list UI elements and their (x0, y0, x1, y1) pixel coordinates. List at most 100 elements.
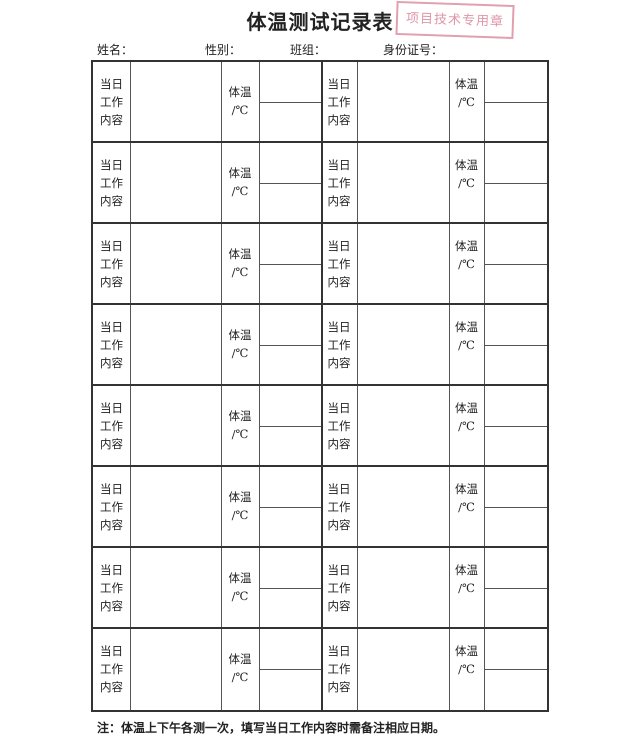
morning-temp-cell[interactable] (484, 467, 547, 546)
morning-temp-cell[interactable] (259, 467, 321, 546)
id-number-field-label: 身份证号： (383, 43, 444, 57)
morning-temp-cell[interactable] (259, 62, 321, 141)
work-content-cell[interactable] (130, 224, 221, 303)
work-content-cell[interactable] (130, 305, 221, 384)
temp-split-line (259, 668, 321, 670)
table-row: 当日 工作 内容 体温 /℃ 当日 工作 内容 体温 /℃ (93, 629, 547, 710)
work-content-cell[interactable] (357, 143, 449, 222)
table-row: 当日 工作 内容 体温 /℃ 当日 工作 内容 体温 /℃ (93, 224, 547, 305)
column-divider (221, 629, 222, 710)
work-content-label: 当日 工作 内容 (100, 157, 123, 208)
column-divider (449, 467, 450, 546)
temperature-label: 体温 /℃ (228, 246, 252, 279)
temperature-label: 体温 /℃ (228, 84, 252, 117)
work-content-cell[interactable] (357, 467, 449, 546)
column-divider (259, 629, 260, 710)
temp-split-line (484, 506, 547, 508)
temperature-label: 体温 /℃ (455, 481, 478, 514)
column-divider (357, 386, 358, 465)
work-content-label: 当日 工作 内容 (327, 76, 351, 127)
work-content-cell[interactable] (130, 386, 221, 465)
name-field-label: 姓名： (97, 43, 134, 57)
morning-temp-cell[interactable] (484, 629, 547, 710)
column-divider (221, 62, 222, 141)
work-content-cell[interactable] (357, 386, 449, 465)
morning-temp-cell[interactable] (259, 548, 321, 627)
table-row: 当日 工作 内容 体温 /℃ 当日 工作 内容 体温 /℃ (93, 386, 547, 467)
column-divider (221, 224, 222, 303)
work-content-label: 当日 工作 内容 (100, 76, 123, 127)
column-divider (321, 305, 323, 384)
gender-field-label: 性别： (205, 43, 242, 57)
work-content-cell[interactable] (130, 548, 221, 627)
column-divider (357, 467, 358, 546)
column-divider (221, 548, 222, 627)
morning-temp-cell[interactable] (484, 224, 547, 303)
morning-temp-cell[interactable] (484, 305, 547, 384)
column-divider (321, 629, 323, 710)
temp-split-line (484, 587, 547, 589)
column-divider (357, 629, 358, 710)
column-divider (484, 629, 485, 710)
temperature-label: 体温 /℃ (455, 319, 478, 352)
column-divider (130, 386, 131, 465)
temperature-label: 体温 /℃ (455, 76, 478, 109)
morning-temp-cell[interactable] (484, 548, 547, 627)
work-content-cell[interactable] (357, 548, 449, 627)
column-divider (130, 629, 131, 710)
column-divider (321, 467, 323, 546)
morning-temp-cell[interactable] (259, 143, 321, 222)
work-content-cell[interactable] (357, 305, 449, 384)
temperature-label: 体温 /℃ (228, 327, 252, 360)
temperature-label: 体温 /℃ (455, 157, 478, 190)
temperature-label: 体温 /℃ (455, 400, 478, 433)
team-field-label: 班组： (290, 43, 327, 57)
work-content-cell[interactable] (357, 629, 449, 710)
work-content-label: 当日 工作 内容 (100, 481, 123, 532)
temperature-label: 体温 /℃ (228, 165, 252, 198)
temp-split-line (484, 425, 547, 427)
morning-temp-cell[interactable] (259, 629, 321, 710)
column-divider (449, 62, 450, 141)
morning-temp-cell[interactable] (259, 305, 321, 384)
temp-split-line (259, 182, 321, 184)
work-content-cell[interactable] (130, 467, 221, 546)
column-divider (449, 305, 450, 384)
table-row: 当日 工作 内容 体温 /℃ 当日 工作 内容 体温 /℃ (93, 467, 547, 548)
column-divider (130, 548, 131, 627)
work-content-label: 当日 工作 内容 (100, 643, 123, 694)
work-content-cell[interactable] (130, 62, 221, 141)
work-content-label: 当日 工作 内容 (327, 562, 351, 613)
table-row: 当日 工作 内容 体温 /℃ 当日 工作 内容 体温 /℃ (93, 548, 547, 629)
work-content-label: 当日 工作 内容 (100, 238, 123, 289)
temperature-label: 体温 /℃ (228, 408, 252, 441)
work-content-label: 当日 工作 内容 (327, 400, 351, 451)
column-divider (449, 629, 450, 710)
morning-temp-cell[interactable] (484, 62, 547, 141)
temp-split-line (484, 101, 547, 103)
morning-temp-cell[interactable] (484, 386, 547, 465)
column-divider (357, 305, 358, 384)
morning-temp-cell[interactable] (259, 386, 321, 465)
work-content-cell[interactable] (130, 143, 221, 222)
work-content-label: 当日 工作 内容 (100, 562, 123, 613)
morning-temp-cell[interactable] (484, 143, 547, 222)
temp-split-line (259, 101, 321, 103)
column-divider (130, 62, 131, 141)
column-divider (221, 386, 222, 465)
footnote: 注：体温上下午各测一次，填写当日工作内容时需备注相应日期。 (97, 721, 446, 735)
morning-temp-cell[interactable] (259, 224, 321, 303)
work-content-cell[interactable] (357, 224, 449, 303)
temperature-label: 体温 /℃ (455, 643, 478, 676)
work-content-label: 当日 工作 内容 (100, 400, 123, 451)
temp-split-line (484, 182, 547, 184)
record-table: 当日 工作 内容 体温 /℃ 当日 工作 内容 体温 /℃ 当日 工作 内容 体温 /℃ 当… (91, 60, 549, 712)
column-divider (321, 386, 323, 465)
temperature-label: 体温 /℃ (455, 238, 478, 271)
column-divider (321, 224, 323, 303)
column-divider (321, 548, 323, 627)
work-content-cell[interactable] (130, 629, 221, 710)
work-content-cell[interactable] (357, 62, 449, 141)
temp-split-line (259, 506, 321, 508)
column-divider (449, 548, 450, 627)
